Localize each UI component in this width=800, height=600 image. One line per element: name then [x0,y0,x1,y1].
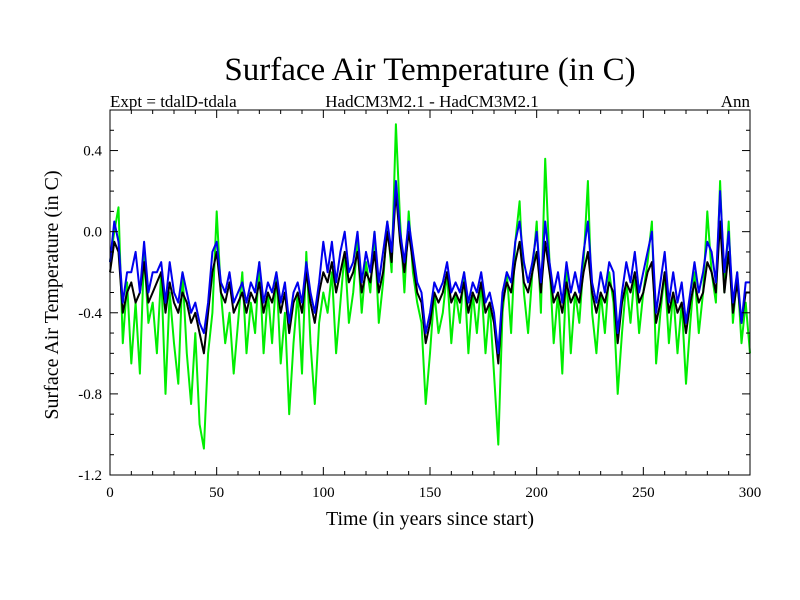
x-tick-label: 250 [632,485,655,501]
x-tick-label: 50 [209,485,224,501]
y-axis-label: Surface Air Temperature (in C) [41,170,63,419]
plot-frame [109,109,751,476]
y-tick-label: -1.2 [78,468,102,484]
subtitle-center: HadCM3M2.1 - HadCM3M2.1 [325,92,538,111]
series-line-blue [109,180,750,355]
y-tick-label: -0.8 [78,387,102,403]
x-axis-label: Time (in years since start) [326,508,534,530]
x-tick-label: 200 [525,485,548,501]
x-tick-label: 100 [312,485,335,501]
chart-title: Surface Air Temperature (in C) [224,52,635,88]
series-line-black [109,190,750,365]
series-layer [109,123,751,450]
x-tick-label: 150 [419,485,442,501]
x-tick-label: 300 [739,485,762,501]
subtitle-left: Expt = tdalD-tdala [110,92,237,111]
x-tick-label: 0 [106,485,114,501]
subtitle-right: Ann [721,92,751,111]
y-tick-label: 0.0 [83,225,102,241]
y-tick-label: -0.4 [78,306,102,322]
y-tick-label: 0.4 [83,144,102,160]
tick-layer: 0 50 100 150 200 250 300 -1.2 -0.8 -0.4 0.0 0.4 [78,109,762,501]
